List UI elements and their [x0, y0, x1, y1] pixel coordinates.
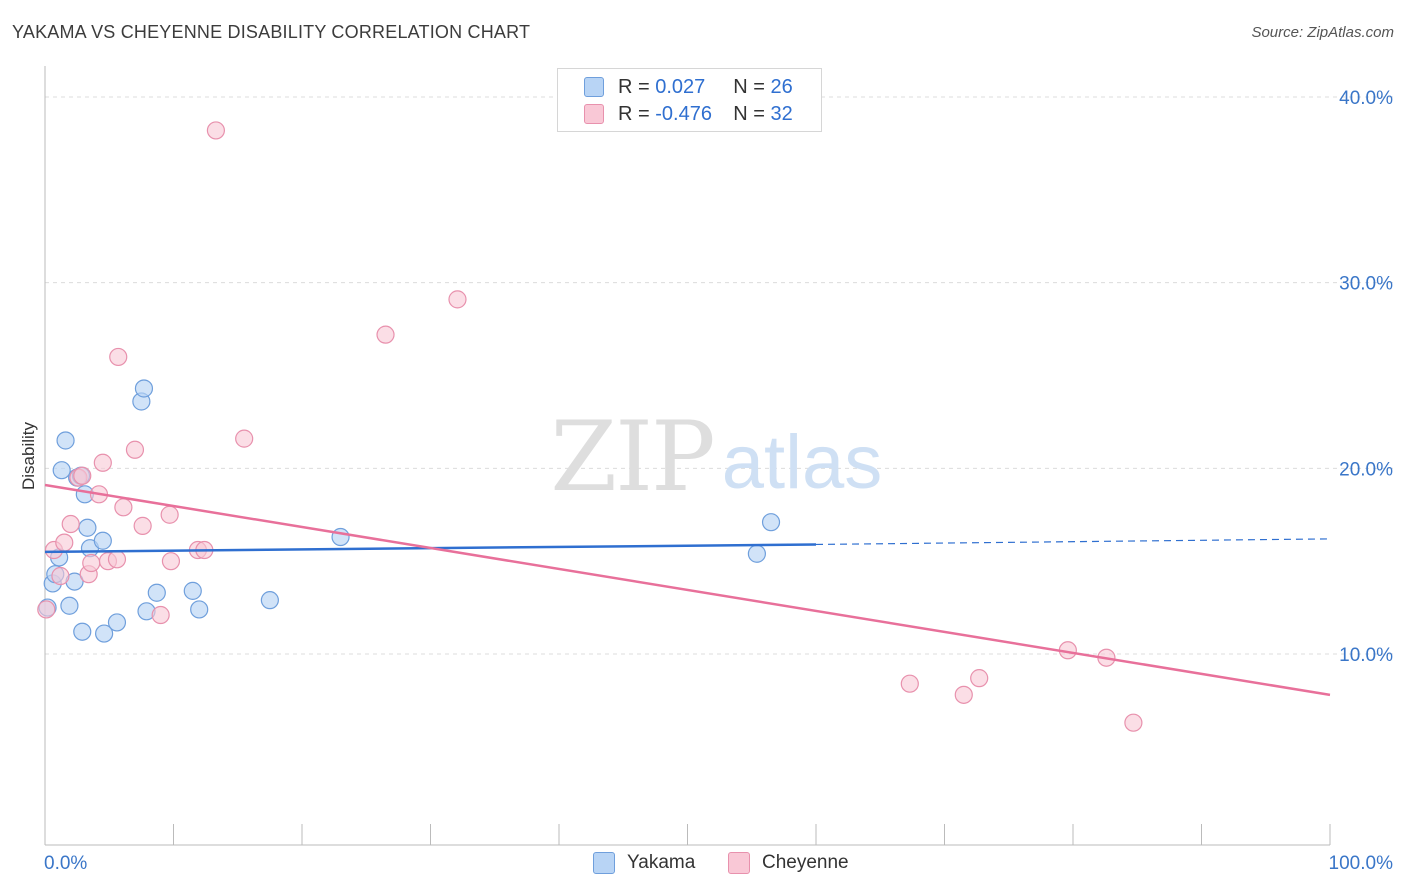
cheyenne-point — [51, 566, 70, 586]
cheyenne-point — [55, 533, 74, 552]
yakama-point — [60, 596, 79, 615]
yakama-point — [183, 581, 202, 600]
yakama-point — [260, 591, 279, 610]
yakama-legend-swatch — [593, 852, 615, 874]
legend-row-cheyenne: R = -0.476 N = 32 — [584, 101, 793, 127]
cheyenne-point — [448, 290, 467, 309]
tick-labels: 10.0% 20.0% 30.0% 40.0% 0.0% 100.0% — [44, 88, 1393, 874]
watermark: ZIP atlas — [550, 401, 882, 513]
cheyenne-swatch — [584, 104, 604, 124]
r-value-yakama: 0.027 — [655, 75, 706, 98]
cheyenne-point — [93, 453, 112, 472]
r-value-cheyenne: -0.476 — [655, 102, 712, 125]
r-label: R = — [618, 75, 656, 98]
y-tick-label: 30.0% — [1339, 274, 1393, 295]
yakama-point — [93, 531, 112, 550]
r-label: R = — [618, 102, 656, 125]
cheyenne-point — [82, 553, 101, 573]
y-tick-label: 40.0% — [1339, 88, 1393, 109]
cheyenne-point — [161, 552, 181, 571]
yakama-swatch — [584, 77, 604, 97]
cheyenne-point — [235, 429, 254, 448]
cheyenne-point — [73, 466, 92, 485]
series-cheyenne-points — [37, 121, 1143, 732]
cheyenne-point — [206, 121, 226, 140]
stats-legend: R = 0.027 N = 26 R = -0.476 N = 32 — [557, 68, 822, 132]
yakama-point — [190, 600, 209, 619]
yakama-point — [147, 583, 166, 602]
yakama-point — [95, 624, 114, 643]
cheyenne-trend-line — [44, 483, 1331, 697]
legend-label-yakama: Yakama — [627, 852, 696, 873]
y-axis-label: Disability — [19, 421, 38, 490]
y-tick-label: 10.0% — [1339, 645, 1393, 666]
n-value-yakama: 26 — [770, 75, 793, 98]
axes — [44, 66, 1331, 846]
n-value-cheyenne: 32 — [770, 102, 793, 125]
cheyenne-point — [376, 325, 395, 344]
cheyenne-point — [900, 674, 919, 693]
yakama-point — [78, 518, 97, 537]
chart-source: Source: ZipAtlas.com — [1251, 24, 1394, 41]
yakama-point — [761, 513, 781, 532]
cheyenne-legend-swatch — [728, 852, 750, 874]
cheyenne-point — [109, 347, 128, 367]
yakama-point — [747, 544, 766, 563]
gridlines — [45, 96, 1395, 655]
cheyenne-point — [1124, 713, 1143, 732]
n-label: N = — [733, 102, 771, 125]
watermark-atlas: atlas — [722, 420, 883, 505]
yakama-point — [134, 379, 154, 398]
x-tick-label: 100.0% — [1329, 853, 1394, 874]
yakama-trend-extension — [815, 538, 1331, 546]
legend-row-yakama: R = 0.027 N = 26 — [584, 74, 793, 100]
cheyenne-point — [151, 605, 170, 625]
legend-item-cheyenne: Cheyenne — [728, 852, 849, 874]
cheyenne-point — [114, 498, 133, 517]
watermark-zip: ZIP — [550, 401, 713, 513]
yakama-point — [107, 613, 127, 632]
n-label: N = — [733, 75, 771, 98]
cheyenne-point — [107, 550, 127, 569]
trend-lines — [44, 483, 1331, 697]
cheyenne-point — [133, 516, 152, 535]
cheyenne-point — [954, 685, 973, 704]
cheyenne-point — [160, 505, 179, 524]
cheyenne-point — [125, 440, 145, 459]
cheyenne-point — [970, 669, 989, 688]
x-tick-label: 0.0% — [44, 853, 87, 874]
cheyenne-point — [61, 514, 80, 534]
chart-title: YAKAMA VS CHEYENNE DISABILITY CORRELATIO… — [12, 22, 531, 42]
legend-label-cheyenne: Cheyenne — [762, 852, 849, 873]
y-tick-label: 20.0% — [1339, 459, 1393, 480]
yakama-point — [73, 622, 92, 641]
cheyenne-point — [37, 600, 56, 619]
yakama-point — [56, 431, 75, 450]
legend-item-yakama: Yakama — [593, 852, 695, 874]
yakama-point — [52, 461, 71, 480]
